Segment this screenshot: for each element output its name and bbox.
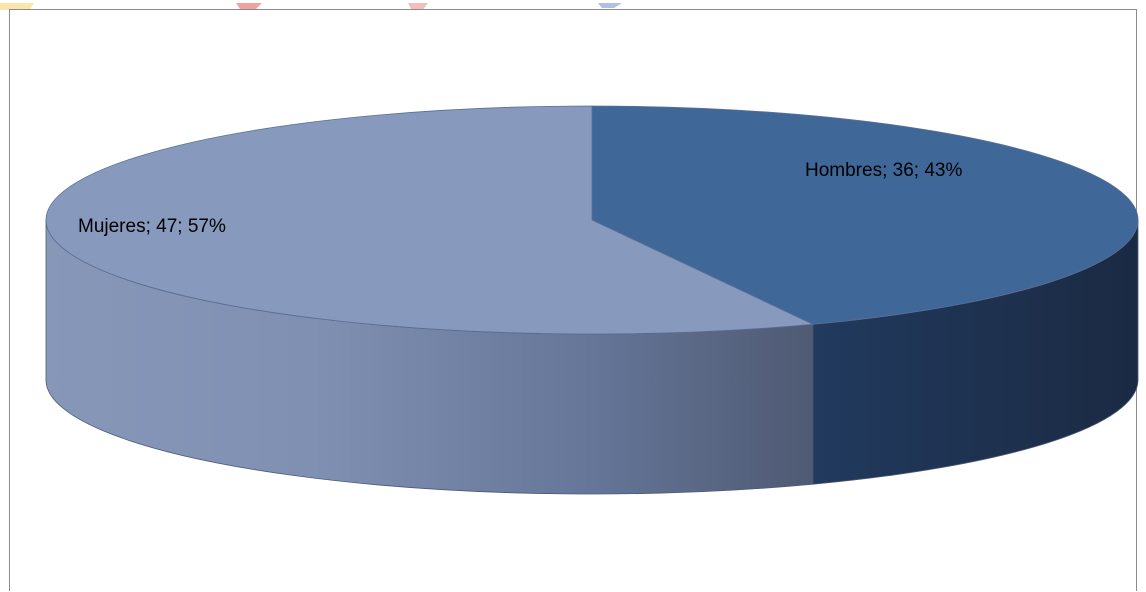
pie-slice-mujeres (45, 105, 815, 335)
watermark-strip (0, 0, 1146, 10)
pie-slice-hombres (591, 105, 1139, 325)
pie-sides (45, 219, 1139, 495)
pie-tops (45, 105, 1139, 335)
pie-labels: Hombres; 36; 43% Mujeres; 47; 57% (78, 160, 962, 237)
watermark-logo-icon (0, 3, 622, 10)
data-label-hombres: Hombres; 36; 43% (805, 160, 962, 181)
data-label-mujeres: Mujeres; 47; 57% (78, 216, 226, 237)
